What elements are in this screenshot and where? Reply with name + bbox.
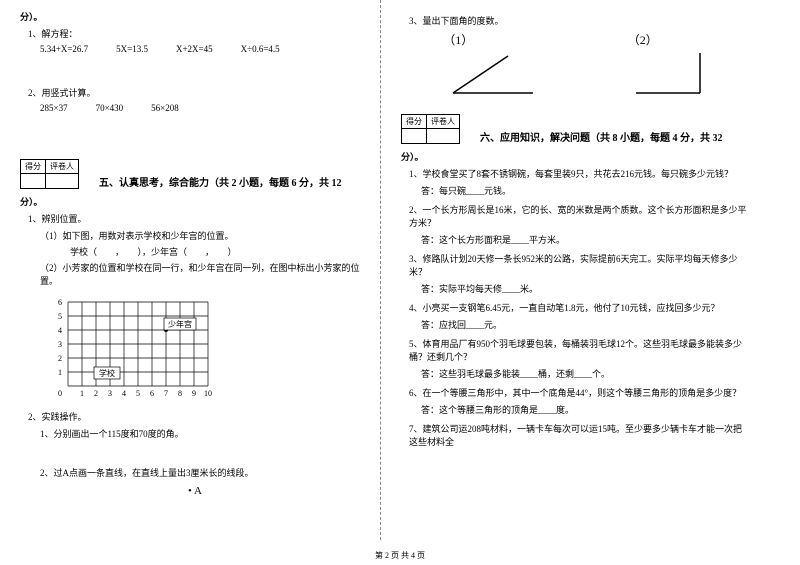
- left-column: 分）。 1、解方程： 5.34+X=26.7 5X=13.5 X+2X=45 X…: [0, 0, 380, 540]
- r-a1: 答：每只碗____元钱。: [421, 184, 750, 197]
- score-box: 得分 评卷人: [401, 114, 460, 144]
- r-q3: 3、量出下面角的度数。: [409, 14, 750, 27]
- r-a6: 答：这个等腰三角形的顶角是____度。: [421, 403, 750, 416]
- r-a4: 答：应找回____元。: [421, 318, 750, 331]
- eq: X+2X=45: [176, 44, 213, 54]
- svg-text:6: 6: [58, 298, 62, 307]
- q5-1-2: （2）小芳家的位置和学校在同一行，和少年宫在同一列，在图中标出小芳家的位置。: [40, 261, 370, 287]
- q5-1: 1、辨别位置。: [28, 212, 370, 225]
- r-q6: 6、在一个等腰三角形中，其中一个底角是44°，则这个等腰三角形的顶角是多少度？: [409, 386, 750, 399]
- sec6-tail: 分）。: [401, 150, 750, 163]
- section5-header: 得分 评卷人 五、认真思考，综合能力（共 2 小题，每题 6 分，共 12: [20, 159, 370, 189]
- q5-1-1: （1）如下图，用数对表示学校和少年宫的位置。: [40, 229, 370, 242]
- svg-text:2: 2: [58, 354, 62, 363]
- mult-row: 285×37 70×430 56×208: [40, 103, 370, 113]
- svg-text:5: 5: [136, 389, 140, 398]
- sec5-tail: 分）。: [20, 195, 370, 208]
- svg-text:9: 9: [192, 389, 196, 398]
- mult: 56×208: [151, 103, 179, 113]
- section5-title: 五、认真思考，综合能力（共 2 小题，每题 6 分，共 12: [99, 174, 342, 189]
- score-label: 得分: [402, 115, 427, 129]
- q5-2: 2、实践操作。: [28, 410, 370, 423]
- r-q7: 7、建筑公司运208吨材料，一辆卡车每次可以运15吨。至少要多少辆卡车才能一次把…: [409, 422, 750, 448]
- q4-2: 2、用竖式计算。: [28, 86, 370, 99]
- point-a: • A: [20, 485, 370, 497]
- angle-label-2: （2）: [628, 31, 708, 48]
- svg-text:3: 3: [58, 340, 62, 349]
- eq: 5.34+X=26.7: [40, 44, 88, 54]
- angle-block-2: （2）: [628, 31, 708, 98]
- q5-2-1: 1、分别画出一个115度和70度的角。: [40, 427, 370, 440]
- angle-label-1: （1）: [443, 31, 543, 48]
- svg-text:少年宫: 少年宫: [168, 319, 192, 329]
- svg-text:1: 1: [80, 389, 84, 398]
- svg-text:学校: 学校: [99, 368, 115, 378]
- grid-chart: 1 2 3 4 5 6 7 8 9 10 1 2 3 4 5 6 0 学校 少年宫: [50, 296, 218, 404]
- grader-label: 评卷人: [427, 115, 460, 129]
- r-a5: 答：这些羽毛球最多能装____桶，还剩____个。: [421, 367, 750, 380]
- section6-header: 得分 评卷人 六、应用知识，解决问题（共 8 小题，每题 4 分，共 32: [401, 114, 750, 144]
- angle-block-1: （1）: [443, 31, 543, 98]
- svg-text:1: 1: [58, 368, 62, 377]
- q4-1: 1、解方程：: [28, 27, 370, 40]
- angle2-svg: [628, 48, 708, 98]
- svg-text:0: 0: [58, 389, 62, 398]
- grader-label: 评卷人: [46, 160, 79, 174]
- right-column: 3、量出下面角的度数。 （1） （2） 得分 评卷人 六、应用知识，解决问题（共…: [380, 0, 760, 540]
- svg-text:7: 7: [164, 389, 168, 398]
- svg-text:8: 8: [178, 389, 182, 398]
- svg-text:2: 2: [94, 389, 98, 398]
- svg-text:3: 3: [108, 389, 112, 398]
- eq: X÷0.6=4.5: [241, 44, 280, 54]
- mult: 70×430: [96, 103, 124, 113]
- angle-row: （1） （2）: [401, 31, 750, 98]
- q5-1-1b: 学校（ ， ），少年宫（ ， ）: [70, 245, 370, 258]
- r-q4: 4、小亮买一支钢笔6.45元，一直自动笔1.8元，他付了10元钱，应找回多少元？: [409, 301, 750, 314]
- svg-text:4: 4: [122, 389, 126, 398]
- sec4-tail: 分）。: [20, 10, 370, 23]
- page-footer: 第 2 页 共 4 页: [0, 550, 800, 561]
- section6-title: 六、应用知识，解决问题（共 8 小题，每题 4 分，共 32: [480, 129, 723, 144]
- svg-text:4: 4: [58, 326, 62, 335]
- svg-text:5: 5: [58, 312, 62, 321]
- r-q3b: 3、修路队计划20天修一条长952米的公路，实际提前6天完工。实际平均每天修多少…: [409, 252, 750, 278]
- r-q5: 5、体育用品厂有950个羽毛球要包装，每桶装羽毛球12个。这些羽毛球最多能装多少…: [409, 337, 750, 363]
- r-q2: 2、一个长方形周长是16米，它的长、宽的米数是两个质数。这个长方形面积是多少平方…: [409, 203, 750, 229]
- r-a2: 答：这个长方形面积是____平方米。: [421, 233, 750, 246]
- page-container: 分）。 1、解方程： 5.34+X=26.7 5X=13.5 X+2X=45 X…: [0, 0, 800, 540]
- eq: 5X=13.5: [116, 44, 148, 54]
- mult: 285×37: [40, 103, 68, 113]
- r-q1: 1、学校食堂买了8套不锈钢碗，每套里装9只，共花去216元钱。每只碗多少元钱？: [409, 167, 750, 180]
- angle1-svg: [443, 48, 543, 98]
- r-a3: 答：实际平均每天修____米。: [421, 282, 750, 295]
- score-box: 得分 评卷人: [20, 159, 79, 189]
- svg-text:10: 10: [204, 389, 212, 398]
- score-label: 得分: [21, 160, 46, 174]
- svg-text:6: 6: [150, 389, 154, 398]
- q5-2-2: 2、过A点画一条直线，在直线上量出3厘米长的线段。: [40, 466, 370, 479]
- equation-row: 5.34+X=26.7 5X=13.5 X+2X=45 X÷0.6=4.5: [40, 44, 370, 54]
